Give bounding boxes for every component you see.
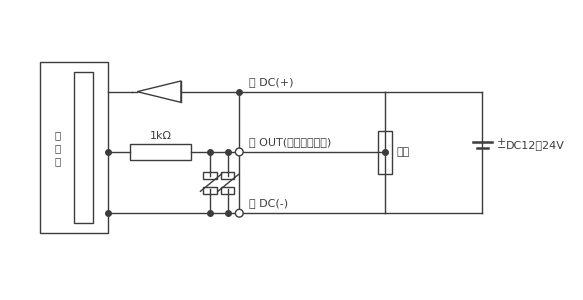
- Bar: [203, 172, 217, 179]
- Text: 1kΩ: 1kΩ: [149, 131, 171, 141]
- Text: 茶 DC(+): 茶 DC(+): [249, 77, 293, 87]
- Bar: [221, 188, 234, 194]
- Bar: [74, 72, 93, 223]
- Text: DC12～24V: DC12～24V: [505, 140, 564, 150]
- Circle shape: [236, 148, 243, 156]
- Text: 黒 OUT(アナログ出力): 黒 OUT(アナログ出力): [249, 137, 331, 147]
- Text: −: −: [497, 142, 506, 153]
- Bar: [378, 130, 392, 174]
- Bar: [221, 172, 234, 179]
- Bar: [203, 188, 217, 194]
- Circle shape: [236, 209, 243, 217]
- Text: 負荷: 負荷: [397, 147, 410, 158]
- Text: +: +: [497, 137, 506, 147]
- Bar: [131, 144, 191, 160]
- Text: 主
回
路: 主 回 路: [54, 130, 61, 166]
- Text: 青 DC(-): 青 DC(-): [249, 198, 288, 208]
- Bar: [40, 62, 108, 233]
